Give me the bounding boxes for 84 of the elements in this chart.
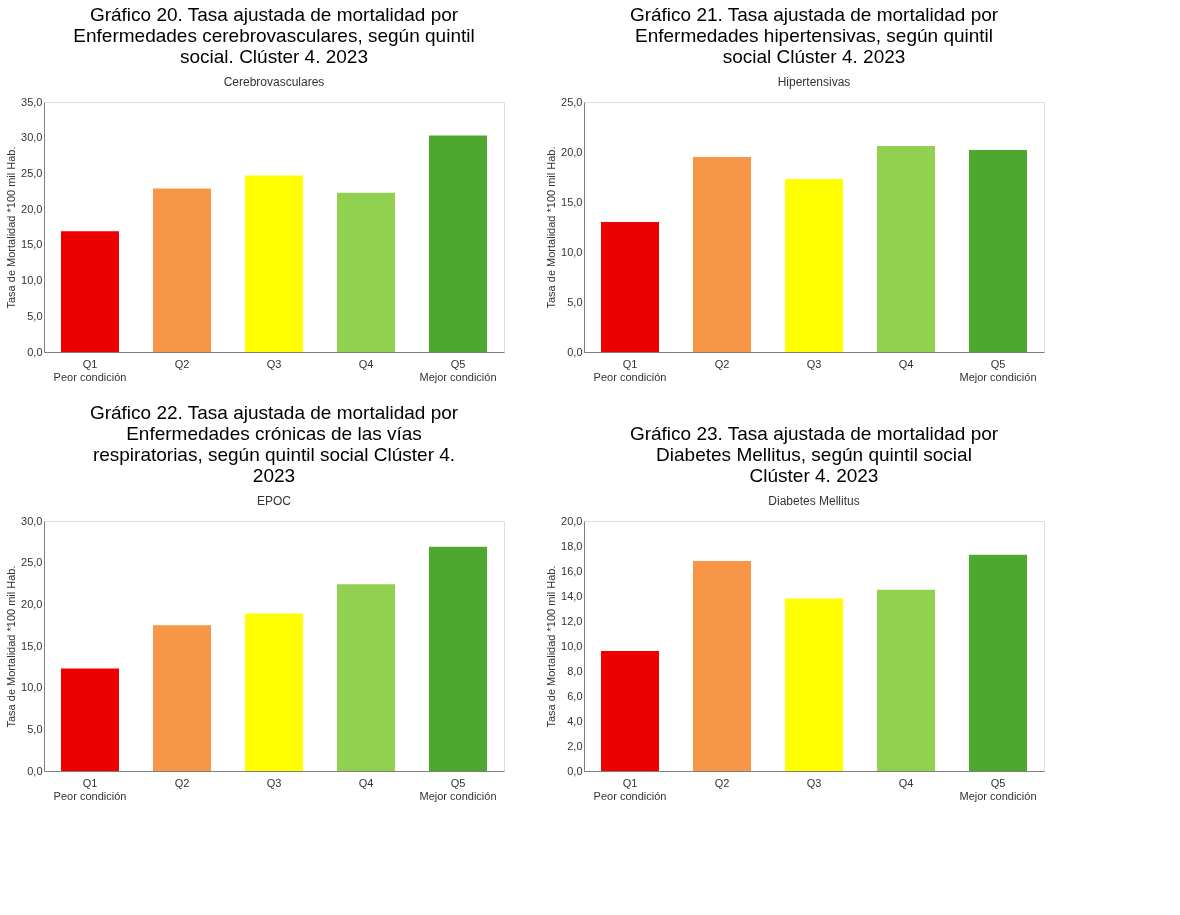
y-tick-label: 25,0 <box>21 556 43 569</box>
x-tick-label: Q5 Mejor condición <box>959 776 1037 802</box>
bar <box>245 613 303 771</box>
y-tick-label: 5,0 <box>567 295 583 308</box>
x-tick-label: Q1 Peor condición <box>53 776 127 802</box>
x-tick-label: Q4 <box>358 357 374 370</box>
x-tick-label: Q2 <box>714 776 730 789</box>
x-tick-label: Q1 Peor condición <box>53 357 127 383</box>
y-tick-label: 15,0 <box>21 238 43 251</box>
bar <box>601 222 659 352</box>
chart-subtitle: Cerebrovasculares <box>223 75 325 89</box>
y-tick-label: 35,0 <box>21 95 43 108</box>
y-tick-label: 20,0 <box>561 514 583 527</box>
chart-subtitle: EPOC <box>256 494 292 508</box>
y-tick-label: 12,0 <box>561 614 583 627</box>
y-tick-label: 20,0 <box>21 202 43 215</box>
bar <box>429 135 487 352</box>
x-tick-label: Q1 Peor condición <box>593 357 667 383</box>
bar <box>877 146 935 352</box>
x-tick-label: Q5 Mejor condición <box>959 357 1037 383</box>
x-tick-label: Q5 Mejor condición <box>419 776 497 802</box>
x-tick-label: Q1 Peor condición <box>593 776 667 802</box>
y-tick-label: 5,0 <box>27 722 43 735</box>
y-tick-label: 6,0 <box>567 689 583 702</box>
y-tick-label: 15,0 <box>21 639 43 652</box>
y-tick-label: 14,0 <box>561 589 583 602</box>
y-tick-label: 30,0 <box>21 514 43 527</box>
bar <box>785 598 843 771</box>
bar <box>969 554 1027 771</box>
bar <box>601 651 659 771</box>
chart-title: Gráfico 22. Tasa ajustada de mortalidad por Enfermedades crónicas de las vías respiratorias, según quintil social Clúster 4. 2023 <box>89 402 459 486</box>
chart-subtitle: Diabetes Mellitus <box>768 494 860 508</box>
bar <box>153 625 211 771</box>
x-tick-label: Q3 <box>266 776 282 789</box>
y-tick-label: 25,0 <box>561 95 583 108</box>
bar <box>245 175 303 352</box>
x-tick-label: Q4 <box>898 357 914 370</box>
bar <box>693 561 751 771</box>
y-tick-label: 10,0 <box>561 245 583 258</box>
bar <box>877 589 935 771</box>
y-tick-label: 4,0 <box>567 714 583 727</box>
x-tick-label: Q2 <box>174 357 190 370</box>
y-tick-label: 20,0 <box>561 145 583 158</box>
y-tick-label: 2,0 <box>567 739 583 752</box>
chart-title: Gráfico 21. Tasa ajustada de mortalidad por Enfermedades hipertensivas, según quintil social Clúster 4. 2023 <box>629 4 999 67</box>
y-tick-label: 10,0 <box>21 681 43 694</box>
y-tick-label: 15,0 <box>561 195 583 208</box>
bar <box>61 668 119 771</box>
chart-title: Gráfico 23. Tasa ajustada de mortalidad por Diabetes Mellitus, según quintil social Clúster 4. 2023 <box>629 423 999 486</box>
y-tick-label: 25,0 <box>21 166 43 179</box>
x-tick-label: Q2 <box>714 357 730 370</box>
y-tick-label: 16,0 <box>561 564 583 577</box>
bar <box>337 584 395 771</box>
bar <box>693 157 751 352</box>
y-tick-label: 0,0 <box>567 764 583 777</box>
bar <box>337 192 395 352</box>
bar <box>969 150 1027 352</box>
y-axis-title: Tasa de Mortalidad *100 mil Hab. <box>545 565 558 728</box>
chart-subtitle: Hipertensivas <box>777 75 851 89</box>
x-tick-label: Q3 <box>806 357 822 370</box>
bar <box>785 179 843 352</box>
x-tick-label: Q2 <box>174 776 190 789</box>
bar <box>61 231 119 352</box>
y-axis-title: Tasa de Mortalidad *100 mil Hab. <box>5 146 18 309</box>
y-tick-label: 20,0 <box>21 597 43 610</box>
x-tick-label: Q5 Mejor condición <box>419 357 497 383</box>
y-tick-label: 10,0 <box>21 274 43 287</box>
y-tick-label: 10,0 <box>561 639 583 652</box>
y-tick-label: 8,0 <box>567 664 583 677</box>
bar <box>429 546 487 771</box>
chart-title: Gráfico 20. Tasa ajustada de mortalidad por Enfermedades cerebrovasculares, según quintil social. Clúster 4. 2023 <box>73 4 475 67</box>
y-axis-title: Tasa de Mortalidad *100 mil Hab. <box>5 565 18 728</box>
y-tick-label: 5,0 <box>27 309 43 322</box>
x-tick-label: Q4 <box>358 776 374 789</box>
y-tick-label: 0,0 <box>27 764 43 777</box>
bar <box>153 188 211 352</box>
y-tick-label: 18,0 <box>561 539 583 552</box>
y-axis-title: Tasa de Mortalidad *100 mil Hab. <box>545 146 558 309</box>
x-tick-label: Q3 <box>266 357 282 370</box>
x-tick-label: Q4 <box>898 776 914 789</box>
x-tick-label: Q3 <box>806 776 822 789</box>
y-tick-label: 0,0 <box>27 345 43 358</box>
y-tick-label: 30,0 <box>21 131 43 144</box>
y-tick-label: 0,0 <box>567 345 583 358</box>
